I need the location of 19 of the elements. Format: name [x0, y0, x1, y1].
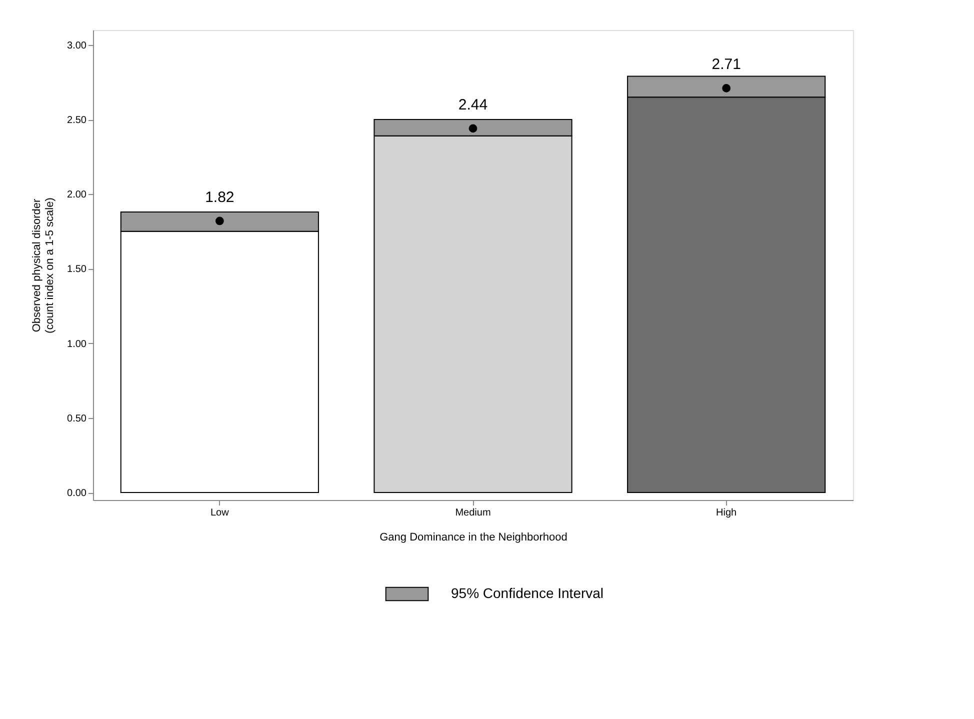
- x-tick-label: Medium: [455, 508, 491, 518]
- point: [468, 124, 478, 133]
- x-tick-label: High: [716, 508, 737, 518]
- data-label: 2.44: [458, 96, 488, 114]
- y-axis-title: Observed physical disorder (count index on a 1-5 scale): [31, 198, 56, 334]
- y-tick-label: 0.00: [67, 488, 87, 500]
- y-tick-label: 1.00: [67, 338, 87, 350]
- point: [722, 84, 731, 92]
- y-tick-label: 1.50: [67, 264, 87, 276]
- x-axis-title: Gang Dominance in the Neighborhood: [380, 532, 568, 544]
- x-tick-label: Low: [210, 508, 230, 518]
- data-label: 2.71: [712, 56, 741, 74]
- legend-label: 95% Confidence Interval: [451, 585, 604, 601]
- y-tick-label: 0.50: [67, 413, 87, 424]
- y-tick-label: 2.00: [67, 190, 87, 201]
- point: [215, 216, 224, 226]
- data-label: 1.82: [205, 188, 234, 206]
- y-tick-label: 3.00: [67, 40, 87, 52]
- y-tick-label: 2.50: [67, 115, 87, 126]
